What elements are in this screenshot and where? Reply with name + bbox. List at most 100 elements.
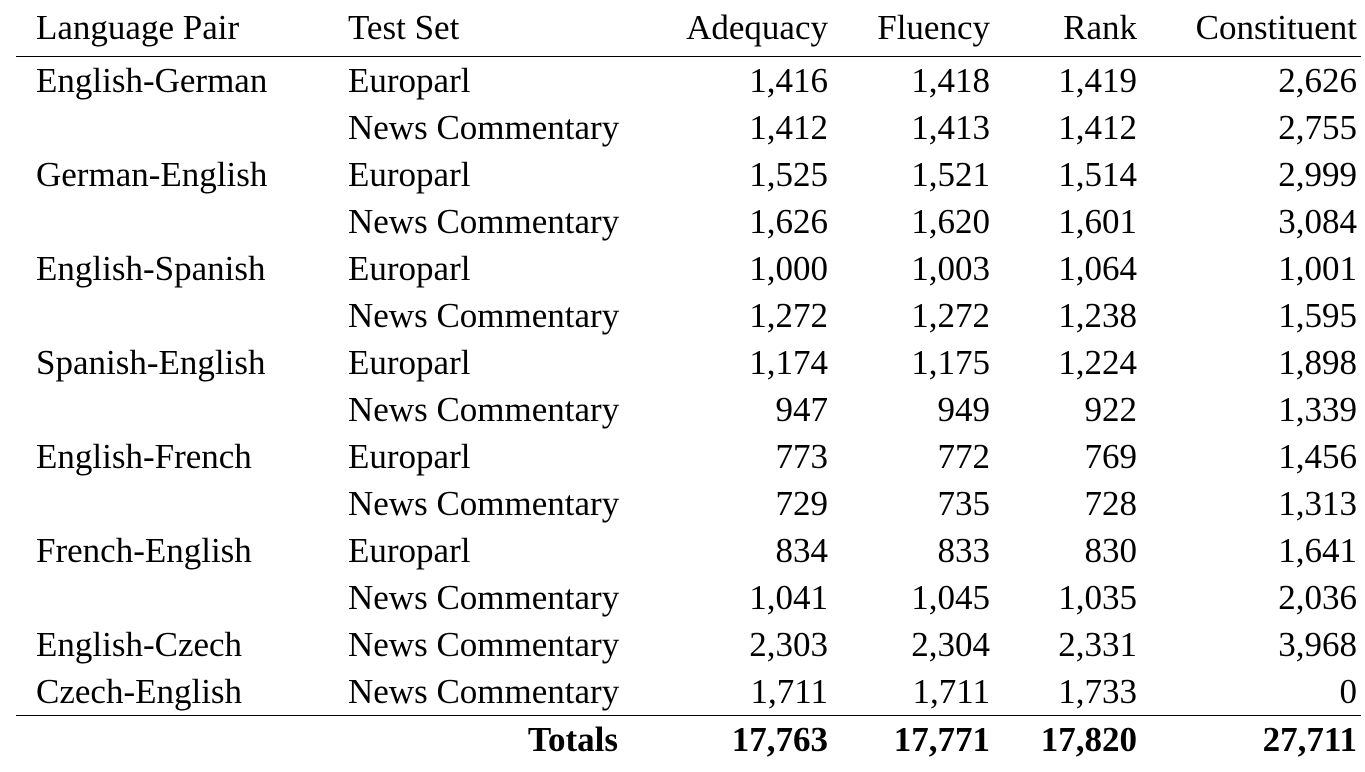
cell-constituent: 2,999 <box>1278 155 1357 194</box>
cell-fluency: 1,521 <box>911 155 990 194</box>
cell-constituent: 2,755 <box>1278 108 1357 147</box>
totals-spacer <box>16 715 328 763</box>
cell-fluency: 735 <box>937 484 991 523</box>
cell-constituent: 1,898 <box>1278 343 1357 382</box>
table-row: German-English Europarl 1,525 1,521 1,514 2,9… <box>16 151 1361 198</box>
cell-fluency: 949 <box>937 390 991 429</box>
cell-fluency: 1,620 <box>911 202 990 241</box>
cell-adequacy: 729 <box>775 484 829 523</box>
cell-rank: 1,224 <box>1058 343 1137 382</box>
table-row: Czech-English News Commentary 1,711 1,711 1,… <box>16 668 1361 716</box>
cell-test-set: News Commentary <box>348 108 620 147</box>
cell-adequacy: 773 <box>775 437 829 476</box>
cell-rank: 1,419 <box>1058 61 1137 100</box>
cell-test-set: News Commentary <box>348 625 620 664</box>
cell-language-pair: English-Czech <box>36 625 243 664</box>
cell-fluency: 772 <box>937 437 991 476</box>
header-constituent: Constituent <box>1141 0 1361 57</box>
cell-constituent: 3,968 <box>1278 625 1357 664</box>
cell-language-pair <box>16 198 328 245</box>
cell-rank: 2,331 <box>1058 625 1137 664</box>
totals-row: Totals 17,763 17,771 17,820 27,711 <box>16 715 1361 763</box>
total-rank: 17,820 <box>994 715 1141 763</box>
cell-language-pair: English-Spanish <box>36 249 266 288</box>
cell-language-pair: French-English <box>36 531 252 570</box>
total-adequacy: 17,763 <box>646 715 832 763</box>
cell-adequacy: 1,412 <box>749 108 828 147</box>
table-row: News Commentary 1,041 1,045 1,035 2,036 <box>16 574 1361 621</box>
cell-fluency: 1,003 <box>911 249 990 288</box>
table-row: English-Czech News Commentary 2,303 2,304 2,… <box>16 621 1361 668</box>
cell-adequacy: 1,174 <box>749 343 828 382</box>
total-fluency: 17,771 <box>832 715 994 763</box>
cell-language-pair <box>16 386 328 433</box>
cell-constituent: 2,036 <box>1278 578 1357 617</box>
cell-language-pair: German-English <box>36 155 268 194</box>
cell-test-set: Europarl <box>348 343 471 382</box>
cell-test-set: News Commentary <box>348 672 620 711</box>
cell-fluency: 833 <box>937 531 991 570</box>
cell-test-set: News Commentary <box>348 202 620 241</box>
table-row: English-French Europarl 773 772 769 1,456 <box>16 433 1361 480</box>
cell-fluency: 1,045 <box>911 578 990 617</box>
cell-language-pair <box>16 574 328 621</box>
header-fluency: Fluency <box>832 0 994 57</box>
cell-rank: 1,412 <box>1058 108 1137 147</box>
total-constituent: 27,711 <box>1141 715 1361 763</box>
cell-adequacy: 1,525 <box>749 155 828 194</box>
cell-adequacy: 1,711 <box>750 672 828 711</box>
table-row: News Commentary 947 949 922 1,339 <box>16 386 1361 433</box>
cell-adequacy: 947 <box>775 390 829 429</box>
cell-constituent: 1,313 <box>1278 484 1357 523</box>
cell-test-set: Europarl <box>348 61 471 100</box>
cell-test-set: Europarl <box>348 249 471 288</box>
table-row: French-English Europarl 834 833 830 1,641 <box>16 527 1361 574</box>
cell-adequacy: 834 <box>775 531 829 570</box>
cell-test-set: News Commentary <box>348 484 620 523</box>
cell-fluency: 1,175 <box>911 343 990 382</box>
cell-fluency: 1,413 <box>911 108 990 147</box>
cell-language-pair: Czech-English <box>36 672 243 711</box>
cell-rank: 1,601 <box>1058 202 1137 241</box>
cell-constituent: 0 <box>1339 672 1358 711</box>
cell-constituent: 1,339 <box>1278 390 1357 429</box>
header-adequacy: Adequacy <box>646 0 832 57</box>
cell-rank: 922 <box>1084 390 1138 429</box>
table-row: Spanish-English Europarl 1,174 1,175 1,224 1,… <box>16 339 1361 386</box>
cell-fluency: 1,418 <box>911 61 990 100</box>
header-rank: Rank <box>994 0 1141 57</box>
cell-adequacy: 2,303 <box>749 625 828 664</box>
cell-rank: 728 <box>1084 484 1138 523</box>
cell-rank: 1,035 <box>1058 578 1137 617</box>
cell-fluency: 1,272 <box>911 296 990 335</box>
cell-rank: 1,514 <box>1058 155 1137 194</box>
cell-rank: 1,238 <box>1058 296 1137 335</box>
cell-test-set: News Commentary <box>348 296 620 335</box>
table-header-row: Language Pair Test Set Adequacy Fluency … <box>16 0 1361 57</box>
cell-rank: 830 <box>1084 531 1138 570</box>
cell-language-pair: Spanish-English <box>36 343 266 382</box>
cell-adequacy: 1,626 <box>749 202 828 241</box>
table-row: English-Spanish Europarl 1,000 1,003 1,064 1,… <box>16 245 1361 292</box>
cell-rank: 769 <box>1084 437 1138 476</box>
cell-fluency: 1,711 <box>912 672 990 711</box>
cell-test-set: Europarl <box>348 437 471 476</box>
header-test-set: Test Set <box>328 0 646 57</box>
cell-constituent: 1,001 <box>1278 249 1357 288</box>
cell-test-set: Europarl <box>348 155 471 194</box>
table-row: English-German Europarl 1,416 1,418 1,419 2,6… <box>16 57 1361 105</box>
cell-language-pair: English-French <box>36 437 252 476</box>
cell-constituent: 3,084 <box>1278 202 1357 241</box>
table-row: News Commentary 1,626 1,620 1,601 3,084 <box>16 198 1361 245</box>
cell-fluency: 2,304 <box>911 625 990 664</box>
cell-test-set: News Commentary <box>348 390 620 429</box>
cell-language-pair: English-German <box>36 61 268 100</box>
cell-rank: 1,733 <box>1058 672 1137 711</box>
table-body: English-German Europarl 1,416 1,418 1,419 2,6… <box>16 57 1361 716</box>
cell-adequacy: 1,272 <box>749 296 828 335</box>
cell-adequacy: 1,041 <box>749 578 828 617</box>
cell-language-pair <box>16 104 328 151</box>
cell-adequacy: 1,000 <box>749 249 828 288</box>
table-row: News Commentary 1,272 1,272 1,238 1,595 <box>16 292 1361 339</box>
cell-language-pair <box>16 480 328 527</box>
